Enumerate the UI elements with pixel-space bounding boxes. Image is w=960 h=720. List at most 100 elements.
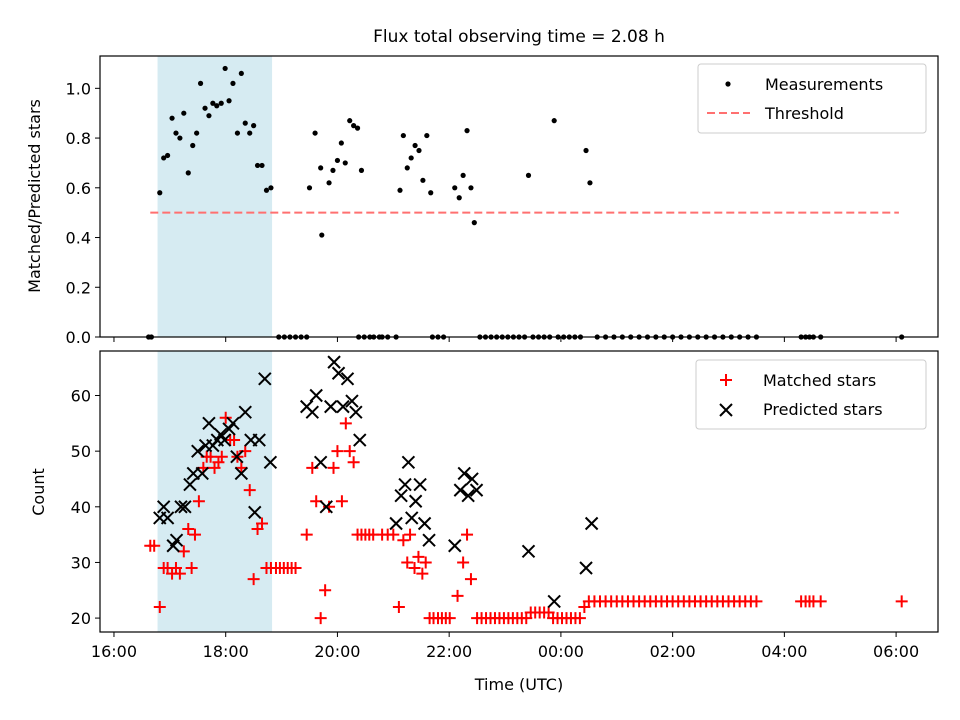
bottom-axes-frame: [99, 350, 939, 633]
measurement-point: [247, 130, 253, 136]
predicted-star-point: [405, 511, 419, 525]
predicted-star-point: [353, 433, 367, 447]
matched-star-point: [387, 528, 400, 541]
measurement-point: [226, 98, 232, 104]
measurement-point: [222, 65, 228, 72]
measurement-point: [161, 155, 167, 161]
bottom-y-axis: 20 30 40 50 60: [71, 387, 100, 628]
bottom-y-tick-label: 20: [71, 609, 91, 628]
matched-star-point: [153, 600, 166, 613]
measurement-point: [468, 185, 474, 191]
measurement-point: [358, 167, 365, 173]
predicted-star-point: [401, 455, 416, 469]
top-y-axis-label: Matched/Predicted stars: [25, 99, 44, 293]
measurement-point: [351, 123, 357, 129]
predicted-star-point: [413, 477, 427, 492]
predicted-star-point: [340, 372, 355, 386]
predicted-star-point: [521, 544, 536, 559]
measurement-point: [452, 185, 458, 191]
predicted-star-point: [195, 466, 209, 481]
bottom-x-tick-label: 00:00: [538, 642, 584, 661]
matched-star-point: [412, 550, 425, 563]
matched-star-point: [461, 528, 474, 541]
top-legend: Measurements Threshold: [697, 63, 927, 134]
matched-star-point: [401, 556, 414, 569]
bottom-y-tick-label: 50: [71, 442, 91, 461]
bottom-y-tick-label: 60: [71, 387, 91, 406]
matched-star-point: [895, 595, 908, 608]
bottom-x-tick-label: 20:00: [314, 642, 360, 661]
bottom-legend: Matched stars Predicted stars: [695, 359, 927, 430]
predicted-star-point: [156, 500, 171, 514]
predicted-star-point: [584, 516, 599, 531]
measurement-point: [194, 130, 200, 136]
matched-star-point: [404, 528, 417, 541]
matched-star-point: [188, 528, 201, 541]
measurement-point: [342, 160, 348, 166]
measurement-point: [173, 130, 179, 136]
predicted-star-point: [457, 466, 471, 481]
matched-star-point: [416, 567, 429, 580]
matched-star-point: [300, 528, 313, 541]
predicted-star-point: [461, 488, 475, 503]
legend-measurements-label: Measurements: [765, 75, 883, 94]
top-y-tick-label: 0.2: [66, 278, 91, 297]
predicted-star-point: [394, 488, 408, 503]
measurement-point: [263, 187, 270, 193]
predicted-star-point: [309, 388, 323, 403]
top-y-tick-label: 0.6: [66, 179, 91, 198]
bottom-x-tick-label: 18:00: [203, 642, 249, 661]
predicted-star-point: [258, 372, 272, 386]
predicted-star-point: [453, 483, 468, 497]
matched-star-point: [243, 484, 256, 497]
predicted-star-point: [448, 539, 462, 553]
top-x-ticks: [113, 337, 897, 342]
matched-star-point: [327, 461, 340, 474]
measurement-point: [181, 110, 187, 116]
legend-predicted-label: Predicted stars: [763, 400, 883, 419]
matched-star-point: [814, 595, 827, 608]
measurement-point: [268, 185, 274, 191]
matched-star-point: [331, 445, 344, 458]
matched-star-point: [148, 539, 161, 552]
top-axes-frame: [99, 55, 939, 338]
predicted-star-point: [349, 405, 363, 419]
predicted-star-point: [234, 466, 249, 481]
top-y-tick-label: 0.4: [66, 229, 91, 248]
measurement-point: [338, 140, 344, 146]
measurement-point: [197, 80, 204, 86]
matched-star-point: [204, 450, 217, 463]
matched-star-point: [173, 567, 186, 580]
bottom-x-tick-label: 02:00: [650, 642, 696, 661]
legend-threshold-label: Threshold: [764, 104, 844, 123]
matched-star-point: [573, 612, 586, 625]
measurement-point: [347, 118, 353, 124]
measurement-point: [428, 190, 434, 196]
measurement-point: [330, 167, 336, 173]
predicted-star-point: [547, 594, 561, 609]
bottom-x-axis-label: Time (UTC): [474, 675, 563, 694]
measurement-point: [334, 157, 341, 164]
predicted-star-point: [217, 433, 232, 447]
measurement-point: [202, 105, 208, 111]
measurement-point: [464, 128, 470, 134]
measurement-point: [525, 172, 532, 178]
matched-star-point: [256, 517, 269, 530]
predicted-star-point: [331, 366, 346, 380]
predicted-star-point: [579, 561, 593, 575]
measurement-point: [214, 103, 220, 109]
measurement-point: [218, 100, 224, 106]
matched-star-point: [339, 417, 352, 430]
bottom-x-tick-label: 22:00: [426, 642, 472, 661]
matched-star-point: [289, 562, 302, 575]
bottom-x-tick-label: 04:00: [761, 642, 807, 661]
predicted-star-point: [305, 405, 320, 419]
matched-star-point: [192, 495, 205, 508]
measurement-point: [206, 113, 212, 119]
measurement-point: [185, 170, 191, 176]
measurement-point: [583, 147, 589, 154]
bottom-x-tick-label: 06:00: [873, 642, 919, 661]
measurement-point: [177, 135, 183, 141]
measurement-point: [230, 80, 236, 86]
matched-star-point: [215, 450, 228, 463]
